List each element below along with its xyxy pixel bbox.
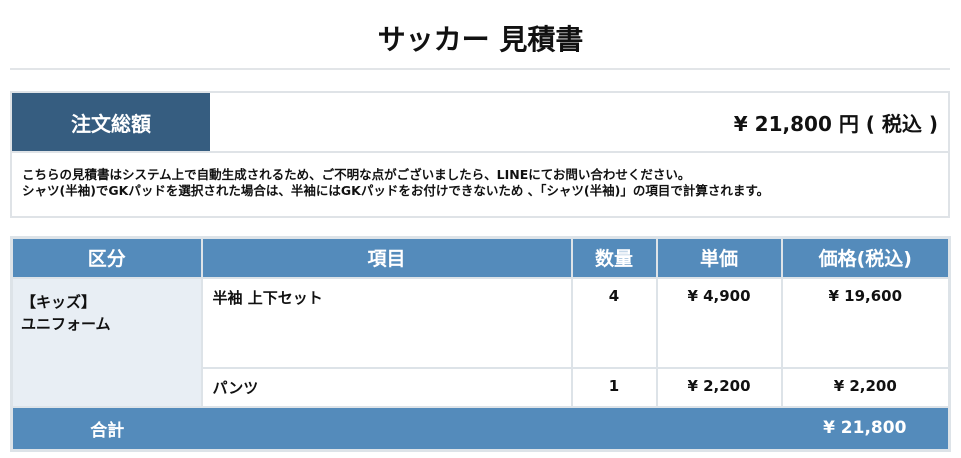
- total-value: ¥ 21,800: [781, 405, 951, 451]
- header-item: 項目: [200, 236, 573, 279]
- notice-line: シャツ(半袖)でGKパッドを選択された場合は、半袖にはGKパッドをお付けできない…: [22, 183, 770, 198]
- item-cell: パンツ: [200, 366, 573, 408]
- quantity-cell: 1: [570, 366, 658, 408]
- price-cell: ¥ 19,600: [780, 276, 951, 369]
- table-header: 区分 項目 数量 単価 価格(税込): [10, 236, 951, 279]
- unit-price-cell: ¥ 4,900: [655, 276, 783, 369]
- table-row: パンツ 1 ¥ 2,200 ¥ 2,200: [12, 366, 951, 408]
- quantity-cell: 4: [570, 276, 658, 369]
- header-category: 区分: [10, 236, 203, 279]
- unit-price-cell: ¥ 2,200: [655, 366, 783, 408]
- header-price: 価格(税込): [780, 236, 951, 279]
- total-row: 合計 ¥ 21,800: [10, 405, 951, 451]
- category-line: 【キッズ】: [21, 292, 97, 311]
- table-row: 【キッズ】 ユニフォーム 半袖 上下セット 4 ¥ 4,900 ¥ 19,600: [10, 276, 951, 408]
- header-unit-price: 単価: [655, 236, 783, 279]
- order-total-value: ¥ 21,800 円 ( 税込 ): [733, 111, 938, 136]
- page-title: サッカー 見積書: [377, 23, 584, 56]
- divider: [10, 68, 950, 70]
- total-label: 合計: [10, 405, 202, 451]
- notice: こちらの見積書はシステム上で自動生成されるため、ご不明な点がございましたら、LI…: [12, 153, 948, 199]
- estimate-table: 区分 項目 数量 単価 価格(税込) 【キッズ】 ユニフォーム 半袖 上下セット…: [10, 236, 951, 452]
- notice-line: こちらの見積書はシステム上で自動生成されるため、ご不明な点がございましたら、LI…: [22, 167, 691, 182]
- category-cell: 【キッズ】 ユニフォーム: [10, 276, 203, 408]
- header-quantity: 数量: [570, 236, 658, 279]
- price-cell: ¥ 2,200: [780, 366, 951, 408]
- order-total-box: 注文総額 ¥ 21,800 円 ( 税込 ) こちらの見積書はシステム上で自動生…: [10, 91, 950, 218]
- order-total-label: 注文総額: [12, 93, 210, 151]
- category-line: ユニフォーム: [21, 314, 111, 333]
- total-spacer: [201, 405, 782, 451]
- item-cell: 半袖 上下セット: [200, 276, 573, 369]
